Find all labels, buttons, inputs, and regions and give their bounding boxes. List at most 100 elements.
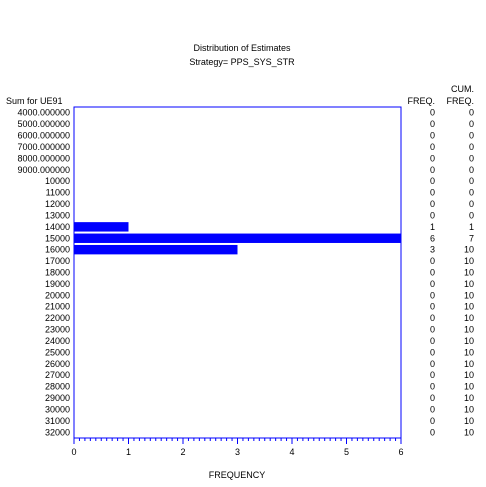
freq-column-header: FREQ. — [407, 96, 435, 106]
cum-freq-value: 10 — [464, 245, 474, 255]
cum-freq-value: 0 — [469, 165, 474, 175]
bar — [74, 233, 401, 243]
category-label: 18000 — [45, 268, 70, 278]
x-axis-group: 0 1 2 3 4 5 6 — [71, 438, 404, 457]
cum-freq-value: 0 — [469, 199, 474, 209]
freq-value: 0 — [430, 370, 435, 380]
freq-value: 0 — [430, 210, 435, 220]
freq-value: 0 — [430, 256, 435, 266]
category-label: 24000 — [45, 336, 70, 346]
freq-value: 0 — [430, 119, 435, 129]
freq-value: 0 — [430, 313, 435, 323]
category-label: 9000.000000 — [17, 165, 70, 175]
freq-value: 0 — [430, 359, 435, 369]
category-label: 4000.000000 — [17, 108, 70, 118]
freq-value: 0 — [430, 188, 435, 198]
freq-value: 0 — [430, 382, 435, 392]
category-label: 7000.000000 — [17, 142, 70, 152]
x-tick-label: 0 — [71, 447, 76, 457]
cum-freq-value: 10 — [464, 370, 474, 380]
cum-freq-value: 10 — [464, 416, 474, 426]
cum-freq-value: 0 — [469, 188, 474, 198]
cum-freq-value: 1 — [469, 222, 474, 232]
category-label: 27000 — [45, 370, 70, 380]
cum-freq-value: 10 — [464, 427, 474, 437]
freq-value: 3 — [430, 245, 435, 255]
bar — [74, 244, 238, 255]
category-label: 6000.000000 — [17, 131, 70, 141]
category-label: 23000 — [45, 325, 70, 335]
x-tick-label: 4 — [289, 447, 294, 457]
cum-freq-value: 7 — [469, 233, 474, 243]
cum-freq-value: 10 — [464, 313, 474, 323]
freq-value: 0 — [430, 427, 435, 437]
category-label: 20000 — [45, 290, 70, 300]
cum-freq-value: 0 — [469, 153, 474, 163]
cum-freq-column-header-line1: CUM. — [451, 84, 474, 94]
freq-value: 0 — [430, 108, 435, 118]
freq-value: 0 — [430, 268, 435, 278]
freq-value: 0 — [430, 325, 435, 335]
category-label: 11000 — [46, 188, 70, 198]
category-label: 25000 — [45, 347, 70, 357]
category-label: 12000 — [45, 199, 70, 209]
cum-freq-value: 10 — [464, 279, 474, 289]
cum-freq-value: 0 — [469, 176, 474, 186]
bar — [74, 222, 129, 232]
category-label: 15000 — [45, 233, 70, 243]
x-tick-label: 1 — [126, 447, 131, 457]
plot-frame — [73, 106, 402, 439]
freq-value: 0 — [430, 279, 435, 289]
freq-value: 0 — [430, 336, 435, 346]
cum-freq-value: 10 — [464, 256, 474, 266]
chart-subtitle: Strategy= PPS_SYS_STR — [189, 57, 295, 67]
cum-freq-value: 0 — [469, 119, 474, 129]
freq-value: 0 — [430, 302, 435, 312]
freq-value: 0 — [430, 199, 435, 209]
cum-freq-value: 10 — [464, 325, 474, 335]
category-label: 19000 — [45, 279, 70, 289]
category-label: 21000 — [45, 302, 70, 312]
freq-value: 0 — [430, 153, 435, 163]
cum-freq-value: 0 — [469, 142, 474, 152]
cum-freq-value: 10 — [464, 359, 474, 369]
x-tick-label: 6 — [398, 447, 403, 457]
category-label: 17000 — [45, 256, 70, 266]
freq-value: 0 — [430, 347, 435, 357]
cum-freq-value: 10 — [464, 268, 474, 278]
category-label: 10000 — [45, 176, 70, 186]
category-label: 26000 — [45, 359, 70, 369]
category-label: 14000 — [45, 222, 70, 232]
cum-freq-value: 10 — [464, 302, 474, 312]
cum-freq-value: 10 — [464, 290, 474, 300]
freq-value: 0 — [430, 404, 435, 414]
cum-freq-value: 0 — [469, 210, 474, 220]
freq-value: 0 — [430, 142, 435, 152]
cum-freq-value: 10 — [464, 382, 474, 392]
category-label: 30000 — [45, 404, 70, 414]
cum-freq-value: 0 — [469, 108, 474, 118]
cum-freq-value: 10 — [464, 336, 474, 346]
freq-value: 0 — [430, 131, 435, 141]
x-tick-label: 2 — [180, 447, 185, 457]
category-label: 16000 — [45, 245, 70, 255]
category-label: 28000 — [45, 382, 70, 392]
x-tick-label: 5 — [344, 447, 349, 457]
cum-freq-values-group: 0000000000171010101010101010101010101010… — [464, 108, 474, 438]
freq-value: 0 — [430, 416, 435, 426]
category-label: 13000 — [45, 210, 70, 220]
category-label: 31000 — [45, 416, 70, 426]
y-axis-label: Sum for UE91 — [6, 96, 63, 106]
category-label: 5000.000000 — [17, 119, 70, 129]
category-label: 29000 — [45, 393, 70, 403]
x-axis-label: FREQUENCY — [209, 470, 266, 480]
freq-value: 0 — [430, 165, 435, 175]
cum-freq-column-header-line2: FREQ. — [446, 96, 474, 106]
category-label: 32000 — [45, 427, 70, 437]
cum-freq-value: 10 — [464, 404, 474, 414]
bars-group — [74, 222, 401, 255]
cum-freq-value: 10 — [464, 347, 474, 357]
